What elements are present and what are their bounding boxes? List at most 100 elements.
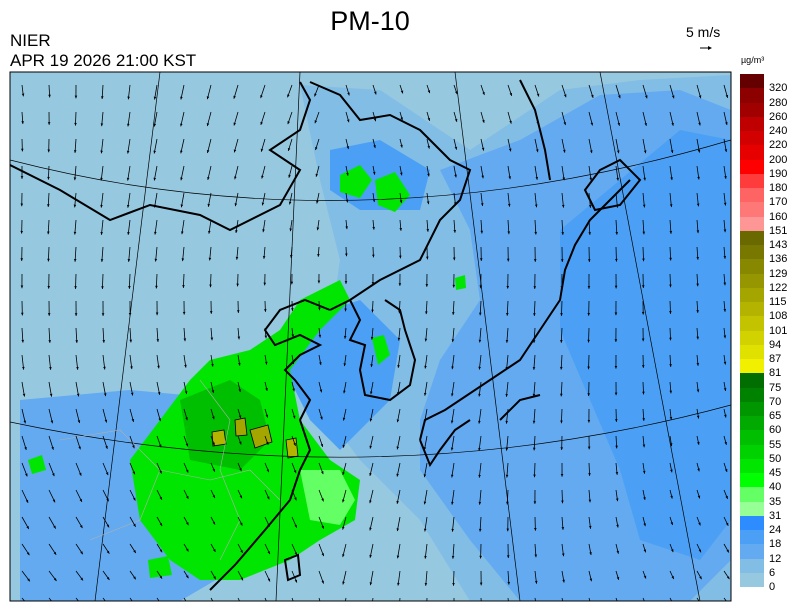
wind-arrowhead-icon xyxy=(53,551,57,555)
wind-arrowhead-icon xyxy=(184,364,187,368)
colorbar-bin xyxy=(740,131,764,146)
wind-arrowhead-icon xyxy=(425,256,429,260)
wind-arrowhead-icon xyxy=(670,522,674,526)
wind-arrowhead-icon xyxy=(155,312,159,316)
wind-arrowhead-icon xyxy=(100,150,103,154)
wind-arrowhead-icon xyxy=(615,498,619,502)
wind-arrowhead-icon xyxy=(508,148,512,152)
wind-arrowhead-icon xyxy=(261,202,265,206)
wind-arrowhead-icon xyxy=(345,199,349,203)
wind-arrowhead-icon xyxy=(21,339,25,343)
wind-arrowhead-icon xyxy=(294,497,297,501)
wind-arrowhead-icon xyxy=(129,339,133,343)
wind-arrowhead-icon xyxy=(157,365,160,369)
wind-arrowhead-icon xyxy=(238,441,242,445)
wind-arrowhead-icon xyxy=(615,258,618,262)
wind-arrowhead-icon xyxy=(128,286,131,289)
wind-arrowhead-icon xyxy=(615,419,618,422)
wind-arrowhead-icon xyxy=(561,204,565,208)
colorbar-label: 260 xyxy=(769,110,788,123)
colorbar-label: 18 xyxy=(769,538,782,551)
wind-arrowhead-icon xyxy=(265,414,269,418)
wind-arrowhead-icon xyxy=(342,581,345,585)
wind-arrowhead-icon xyxy=(643,523,646,527)
wind-arrowhead-icon xyxy=(508,176,512,180)
wind-arrowhead-icon xyxy=(50,420,54,424)
wind-arrowhead-icon xyxy=(506,258,510,262)
wind-arrowhead-icon xyxy=(396,528,400,532)
wind-arrowhead-icon xyxy=(267,523,270,527)
wind-arrowhead-icon xyxy=(207,176,210,180)
wind-arrowhead-icon xyxy=(102,340,106,343)
wind-arrowhead-icon xyxy=(588,473,591,476)
wind-arrowhead-icon xyxy=(669,364,672,367)
colorbar-label: 87 xyxy=(769,353,782,365)
colorbar-label: 200 xyxy=(769,153,788,166)
wind-arrowhead-icon xyxy=(505,447,509,451)
wind-arrowhead-icon xyxy=(587,339,590,343)
wind-arrowhead-icon xyxy=(562,177,566,181)
wind-arrowhead-icon xyxy=(47,204,50,207)
wind-arrowhead-icon xyxy=(536,121,539,125)
colorbar-bin xyxy=(740,102,764,117)
wind-arrowhead-icon xyxy=(21,93,25,97)
wind-arrowhead-icon xyxy=(723,229,727,233)
wind-arrowhead-icon xyxy=(127,96,130,100)
organization-label: NIER xyxy=(10,31,51,50)
wind-arrowhead-icon xyxy=(106,498,109,502)
wind-arrowhead-icon xyxy=(47,122,51,125)
wind-arrowhead-icon xyxy=(22,366,25,370)
colorbar-bin xyxy=(740,458,764,473)
wind-arrowhead-icon xyxy=(400,117,403,121)
wind-arrowhead-icon xyxy=(345,226,348,230)
colorbar-label: 170 xyxy=(769,196,788,209)
wind-arrowhead-icon xyxy=(451,339,455,343)
wind-arrowhead-icon xyxy=(128,312,132,316)
wind-arrow-icon xyxy=(183,597,187,601)
wind-arrowhead-icon xyxy=(126,204,130,208)
wind-arrowhead-icon xyxy=(643,150,647,154)
wind-arrowhead-icon xyxy=(669,204,673,208)
colorbar-label: 320 xyxy=(769,82,788,95)
wind-arrowhead-icon xyxy=(27,578,30,582)
wind-arrowhead-icon xyxy=(536,93,540,97)
wind-arrowhead-icon xyxy=(78,446,81,450)
wind-arrowhead-icon xyxy=(100,259,104,262)
colorbar-bin xyxy=(740,259,764,274)
wind-arrowhead-icon xyxy=(396,473,399,477)
wind-arrowhead-icon xyxy=(562,579,565,583)
wind-arrowhead-icon xyxy=(588,232,592,235)
wind-arrowhead-icon xyxy=(397,582,400,586)
wind-arrowhead-icon xyxy=(669,443,673,447)
wind-arrowhead-icon xyxy=(427,145,430,149)
wind-arrowhead-icon xyxy=(534,554,538,558)
wind-arrowhead-icon xyxy=(726,549,729,553)
wind-arrowhead-icon xyxy=(725,495,728,499)
wind-arrowhead-icon xyxy=(236,283,239,287)
wind-arrowhead-icon xyxy=(240,577,243,581)
wind-arrowhead-icon xyxy=(101,286,104,289)
wind-arrowhead-icon xyxy=(47,231,50,235)
wind-arrowhead-icon xyxy=(506,528,510,532)
wind-arrowhead-icon xyxy=(319,362,322,366)
wind-arrowhead-icon xyxy=(23,420,27,424)
wind-arrowhead-icon xyxy=(239,522,243,526)
wind-arrowhead-icon xyxy=(454,174,457,178)
colorbar-bin xyxy=(740,88,764,103)
wind-arrowhead-icon xyxy=(73,177,77,181)
wind-arrowhead-icon xyxy=(454,146,458,150)
colorbar-label: 151 xyxy=(769,224,788,237)
wind-arrowhead-icon xyxy=(290,281,294,285)
wind-arrowhead-icon xyxy=(182,311,186,315)
wind-arrowhead-icon xyxy=(321,580,324,584)
wind-arrowhead-icon xyxy=(642,418,645,421)
wind-arrowhead-icon xyxy=(132,497,136,501)
wind-arrowhead-icon xyxy=(506,501,509,505)
wind-arrow-icon xyxy=(642,597,645,601)
wind-arrowhead-icon xyxy=(153,123,157,127)
wind-arrowhead-icon xyxy=(79,525,83,529)
wind-arrowhead-icon xyxy=(74,122,77,126)
wind-arrowhead-icon xyxy=(451,501,454,505)
wind-arrowhead-icon xyxy=(372,226,375,230)
wind-arrowhead-icon xyxy=(369,472,372,476)
